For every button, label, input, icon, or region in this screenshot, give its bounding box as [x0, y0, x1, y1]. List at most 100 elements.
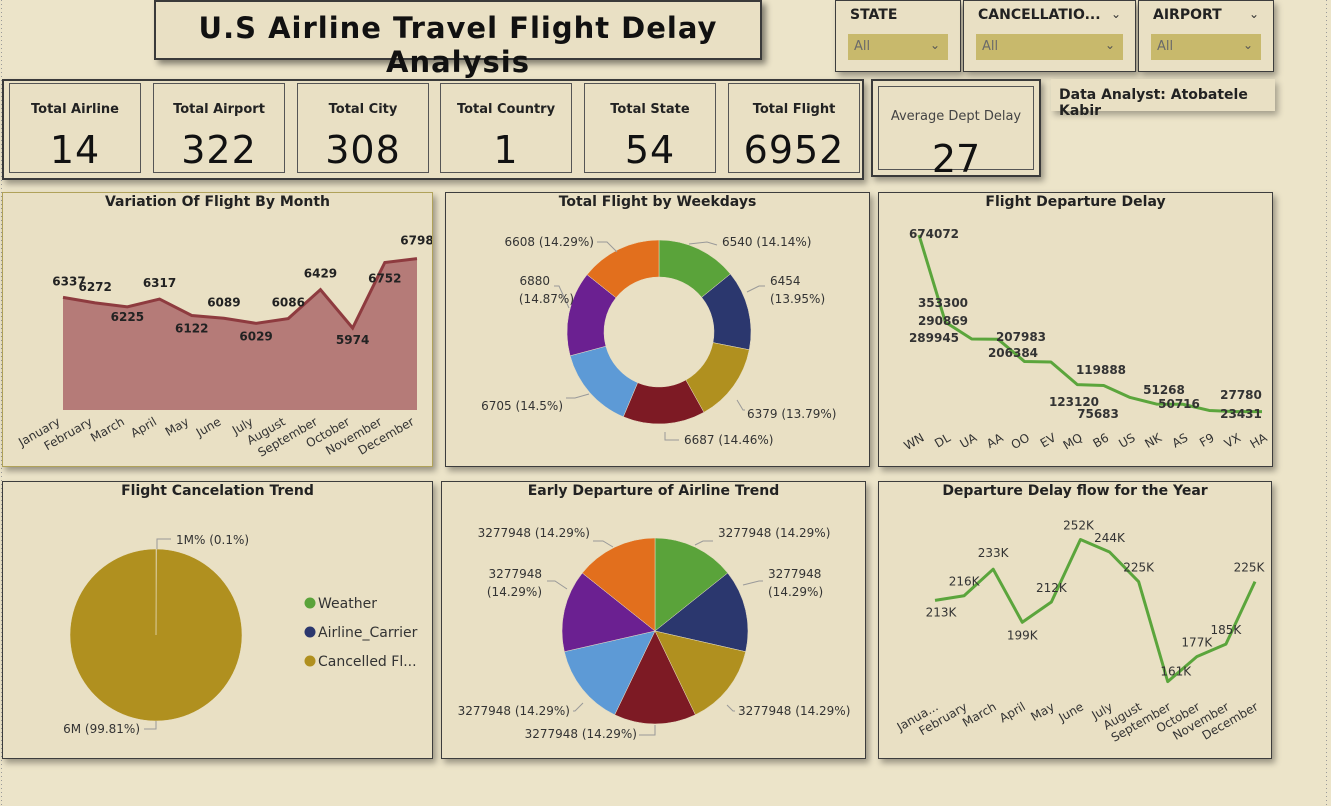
data-label: 6798 — [400, 234, 432, 248]
kpi-average-dept-delay: Average Dept Delay 27 — [871, 79, 1041, 181]
leader-line — [742, 580, 763, 586]
slicer-cancellation[interactable]: CANCELLATIO... ⌄ All ⌄ — [963, 0, 1136, 72]
x-tick-label: June — [193, 414, 224, 440]
legend-marker — [304, 626, 316, 638]
kpi-value: 27 — [931, 137, 981, 181]
leader-line — [688, 241, 718, 246]
leader-line — [547, 580, 568, 590]
data-label: 674072 — [909, 227, 959, 241]
data-label: 161K — [1160, 665, 1192, 679]
leader-line — [746, 285, 765, 293]
x-tick-label: May — [163, 414, 191, 439]
data-label: 6540 (14.14%) — [722, 235, 811, 249]
x-tick-label: F9 — [1197, 430, 1217, 449]
slicer-airport-dropdown[interactable]: All ⌄ — [1151, 34, 1261, 60]
data-label: 1M% (0.1%) — [176, 533, 249, 547]
data-label: 6089 — [207, 295, 240, 309]
data-label: (13.95%) — [770, 292, 825, 306]
kpi-value: 6952 — [743, 128, 845, 172]
chart-donut-svg: 6540 (14.14%) 6454 (13.95%) 6379 (13.79%) 66… — [481, 235, 836, 447]
data-label: 3277948 (14.29%) — [718, 526, 830, 540]
kpi-label: Total Flight — [752, 102, 836, 117]
data-label: 212K — [1036, 581, 1068, 595]
kpi-total-city: Total City 308 — [297, 83, 429, 173]
x-tick-label: AS — [1170, 430, 1191, 450]
data-label: 244K — [1094, 531, 1126, 545]
slicer-cancellation-value: All — [982, 39, 999, 54]
slicer-state[interactable]: STATE All ⌄ — [835, 0, 961, 72]
chart-pie-svg: 3277948 (14.29%) 3277948 (14.29%) 3277948 (… — [458, 526, 851, 741]
leader-line — [554, 285, 570, 309]
x-tick-label: WN — [901, 430, 926, 453]
data-label: 6317 — [143, 276, 176, 290]
x-tick-label: May — [1028, 699, 1056, 724]
data-label: 23431 — [1220, 407, 1262, 421]
chart-panel-delay-flow: Departure Delay flow for the Year 213K 21… — [878, 481, 1272, 759]
data-label: 177K — [1181, 636, 1213, 650]
analyst-credit: Data Analyst: Atobatele Kabir — [1051, 79, 1275, 119]
data-label: 6225 — [111, 310, 144, 324]
chart-panel-departure-delay: Flight Departure Delay 674072 353300 29086… — [878, 192, 1273, 467]
data-label: 6705 (14.5%) — [481, 399, 563, 413]
data-label: 6272 — [78, 280, 111, 294]
kpi-label: Total State — [610, 102, 690, 117]
chart-pie-svg: 1M% (0.1%) 6M (99.81%) Weather Airline_Carr… — [63, 533, 418, 736]
chevron-down-icon: ⌄ — [1242, 38, 1253, 52]
data-label: 199K — [1007, 628, 1039, 642]
kpi-label: Total Country — [456, 102, 556, 117]
data-label: 3277948 (14.29%) — [478, 526, 590, 540]
legend-label: Cancelled Fl... — [318, 654, 417, 670]
pie-slice — [654, 572, 749, 652]
chart-panel-early-departure: Early Departure of Airline Trend 3277948… — [441, 481, 866, 759]
data-label: 75683 — [1077, 407, 1119, 421]
data-label: 6122 — [175, 322, 208, 336]
slicer-airport[interactable]: AIRPORT ⌄ All ⌄ — [1138, 0, 1274, 72]
kpi-inner: Average Dept Delay 27 — [878, 86, 1034, 181]
series-line — [62, 257, 418, 331]
slicer-state-title: STATE — [850, 7, 898, 23]
chart-title: Departure Delay flow for the Year — [942, 483, 1208, 499]
kpi-value: 308 — [325, 128, 401, 172]
kpi-value: 14 — [49, 128, 101, 172]
leader-line — [726, 704, 735, 712]
kpi-label: Average Dept Delay — [890, 109, 1022, 124]
leader-line — [736, 399, 745, 411]
leader-line — [639, 725, 656, 736]
chart-title: Flight Departure Delay — [985, 194, 1166, 210]
kpi-value: 54 — [624, 128, 676, 172]
data-label: 225K — [1123, 561, 1155, 575]
data-label: 6429 — [304, 267, 337, 281]
legend-marker — [304, 655, 316, 667]
chevron-down-icon: ⌄ — [929, 38, 940, 52]
data-label: 216K — [949, 575, 981, 589]
x-tick-label: HA — [1248, 430, 1271, 451]
report-title-box: U.S Airline Travel Flight Delay Analysis — [154, 0, 762, 79]
slicer-state-value: All — [854, 39, 871, 54]
legend-label: Weather — [318, 596, 377, 612]
chart-title: Flight Cancelation Trend — [121, 483, 314, 499]
pie-slice — [654, 537, 729, 632]
leader-line — [144, 721, 157, 730]
slicer-airport-title: AIRPORT — [1153, 7, 1222, 23]
data-label: 50716 — [1158, 397, 1200, 411]
data-label: 3277948 — [768, 567, 821, 581]
slicer-state-dropdown[interactable]: All ⌄ — [848, 34, 948, 60]
kpi-total-flight: Total Flight 6952 — [728, 83, 860, 173]
leader-line — [156, 538, 171, 549]
kpi-total-airline: Total Airline 14 — [9, 83, 141, 173]
data-label: 5974 — [336, 333, 369, 347]
data-label: 6752 — [368, 271, 401, 285]
x-tick-label: April — [128, 414, 159, 440]
data-label: 6086 — [272, 296, 305, 310]
data-label: 252K — [1063, 518, 1095, 532]
chart-line-svg: 674072 353300 290869 289945 207983 206384 1231… — [901, 227, 1271, 453]
chevron-down-icon[interactable]: ⌄ — [1110, 7, 1121, 21]
data-label: 119888 — [1076, 363, 1126, 377]
data-label: 51268 — [1143, 383, 1185, 397]
slicer-cancellation-dropdown[interactable]: All ⌄ — [976, 34, 1123, 60]
chevron-down-icon: ⌄ — [1104, 38, 1115, 52]
data-label: 6337 — [52, 274, 85, 288]
chevron-down-icon[interactable]: ⌄ — [1248, 7, 1259, 21]
x-tick-label: US — [1116, 430, 1137, 450]
